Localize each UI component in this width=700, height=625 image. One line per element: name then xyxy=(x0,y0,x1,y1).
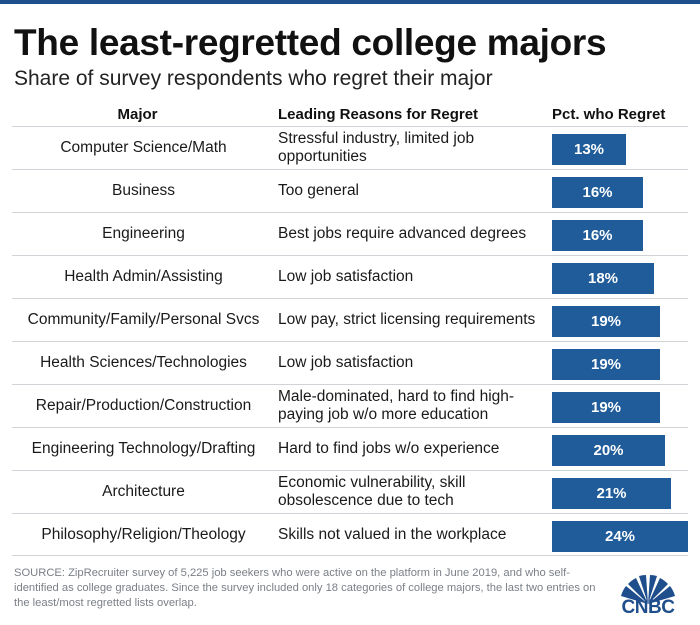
bar-value-label: 21% xyxy=(596,485,627,502)
bar: 20% xyxy=(552,435,665,466)
bar: 19% xyxy=(552,349,660,380)
reason-text: Low pay, strict licensing requirements xyxy=(278,311,536,328)
reason-text: Low job satisfaction xyxy=(278,354,414,371)
column-header-major: Major xyxy=(117,106,158,123)
major-label: Engineering xyxy=(102,225,185,242)
bar: 16% xyxy=(552,220,643,251)
column-header-reasons: Leading Reasons for Regret xyxy=(278,106,479,123)
major-label: Architecture xyxy=(102,483,185,500)
bar-value-label: 20% xyxy=(593,442,624,459)
table-row: Repair/Production/Construction Male-domin… xyxy=(12,384,688,427)
peacock-icon xyxy=(621,575,675,604)
reason-text: Too general xyxy=(278,182,360,199)
reason-text: Stressful industry, limited job opportun… xyxy=(278,130,475,165)
bar: 18% xyxy=(552,263,654,294)
bar-value-label: 19% xyxy=(590,313,622,330)
reason-text: Economic vulnerability, skill obsolescen… xyxy=(278,474,466,509)
bar: 19% xyxy=(552,392,660,423)
bar: 13% xyxy=(552,134,626,165)
major-label: Business xyxy=(112,182,175,199)
table-row: Engineering Best jobs require advanced de… xyxy=(12,212,688,255)
bar-value-label: 13% xyxy=(573,141,605,158)
chart-subtitle: Share of survey respondents who regret t… xyxy=(14,67,493,90)
column-header-pct: Pct. who Regret xyxy=(552,106,666,123)
bar-value-label: 16% xyxy=(582,227,613,244)
major-label: Health Admin/Assisting xyxy=(64,268,223,285)
bar: 19% xyxy=(552,306,660,337)
bar: 24% xyxy=(552,521,688,552)
table-row: Computer Science/Math Stressful industry,… xyxy=(12,126,688,169)
table-row: Community/Family/Personal Svcs Low pay, s… xyxy=(12,298,688,341)
major-label: Health Sciences/Technologies xyxy=(40,354,247,371)
top-accent-bar xyxy=(0,0,700,4)
bar-value-label: 24% xyxy=(604,528,636,545)
reason-text: Hard to find jobs w/o experience xyxy=(278,440,500,457)
major-label: Philosophy/Religion/Theology xyxy=(41,526,246,543)
table-row: Health Admin/Assisting Low job satisfacti… xyxy=(12,255,688,298)
reason-text: Low job satisfaction xyxy=(278,268,414,285)
reason-text: Male-dominated, hard to find high-paying… xyxy=(278,388,515,423)
major-label: Engineering Technology/Drafting xyxy=(31,440,256,457)
chart-title: The least-regretted college majors xyxy=(14,22,607,63)
source-note: SOURCE: ZipRecruiter survey of 5,225 job… xyxy=(14,567,596,609)
bar-value-label: 16% xyxy=(582,184,613,201)
table-row: Architecture Economic vulnerability, skil… xyxy=(12,470,688,513)
bar-value-label: 19% xyxy=(590,399,622,416)
table-row: Business Too general 16% xyxy=(12,169,688,212)
major-label: Community/Family/Personal Svcs xyxy=(27,311,260,328)
bar: 16% xyxy=(552,177,643,208)
table-row: Philosophy/Religion/Theology Skills not v… xyxy=(12,513,688,556)
bar-value-label: 19% xyxy=(590,356,622,373)
cnbc-logo-text: CNBC xyxy=(621,597,675,618)
table-row: Engineering Technology/Drafting Hard to f… xyxy=(12,427,688,470)
bar-value-label: 18% xyxy=(587,270,619,287)
reason-text: Skills not valued in the workplace xyxy=(278,526,507,543)
bar: 21% xyxy=(552,478,671,509)
reason-text: Best jobs require advanced degrees xyxy=(278,225,527,242)
table-row: Health Sciences/Technologies Low job sati… xyxy=(12,341,688,384)
major-label: Computer Science/Math xyxy=(60,139,227,156)
major-label: Repair/Production/Construction xyxy=(35,397,252,414)
